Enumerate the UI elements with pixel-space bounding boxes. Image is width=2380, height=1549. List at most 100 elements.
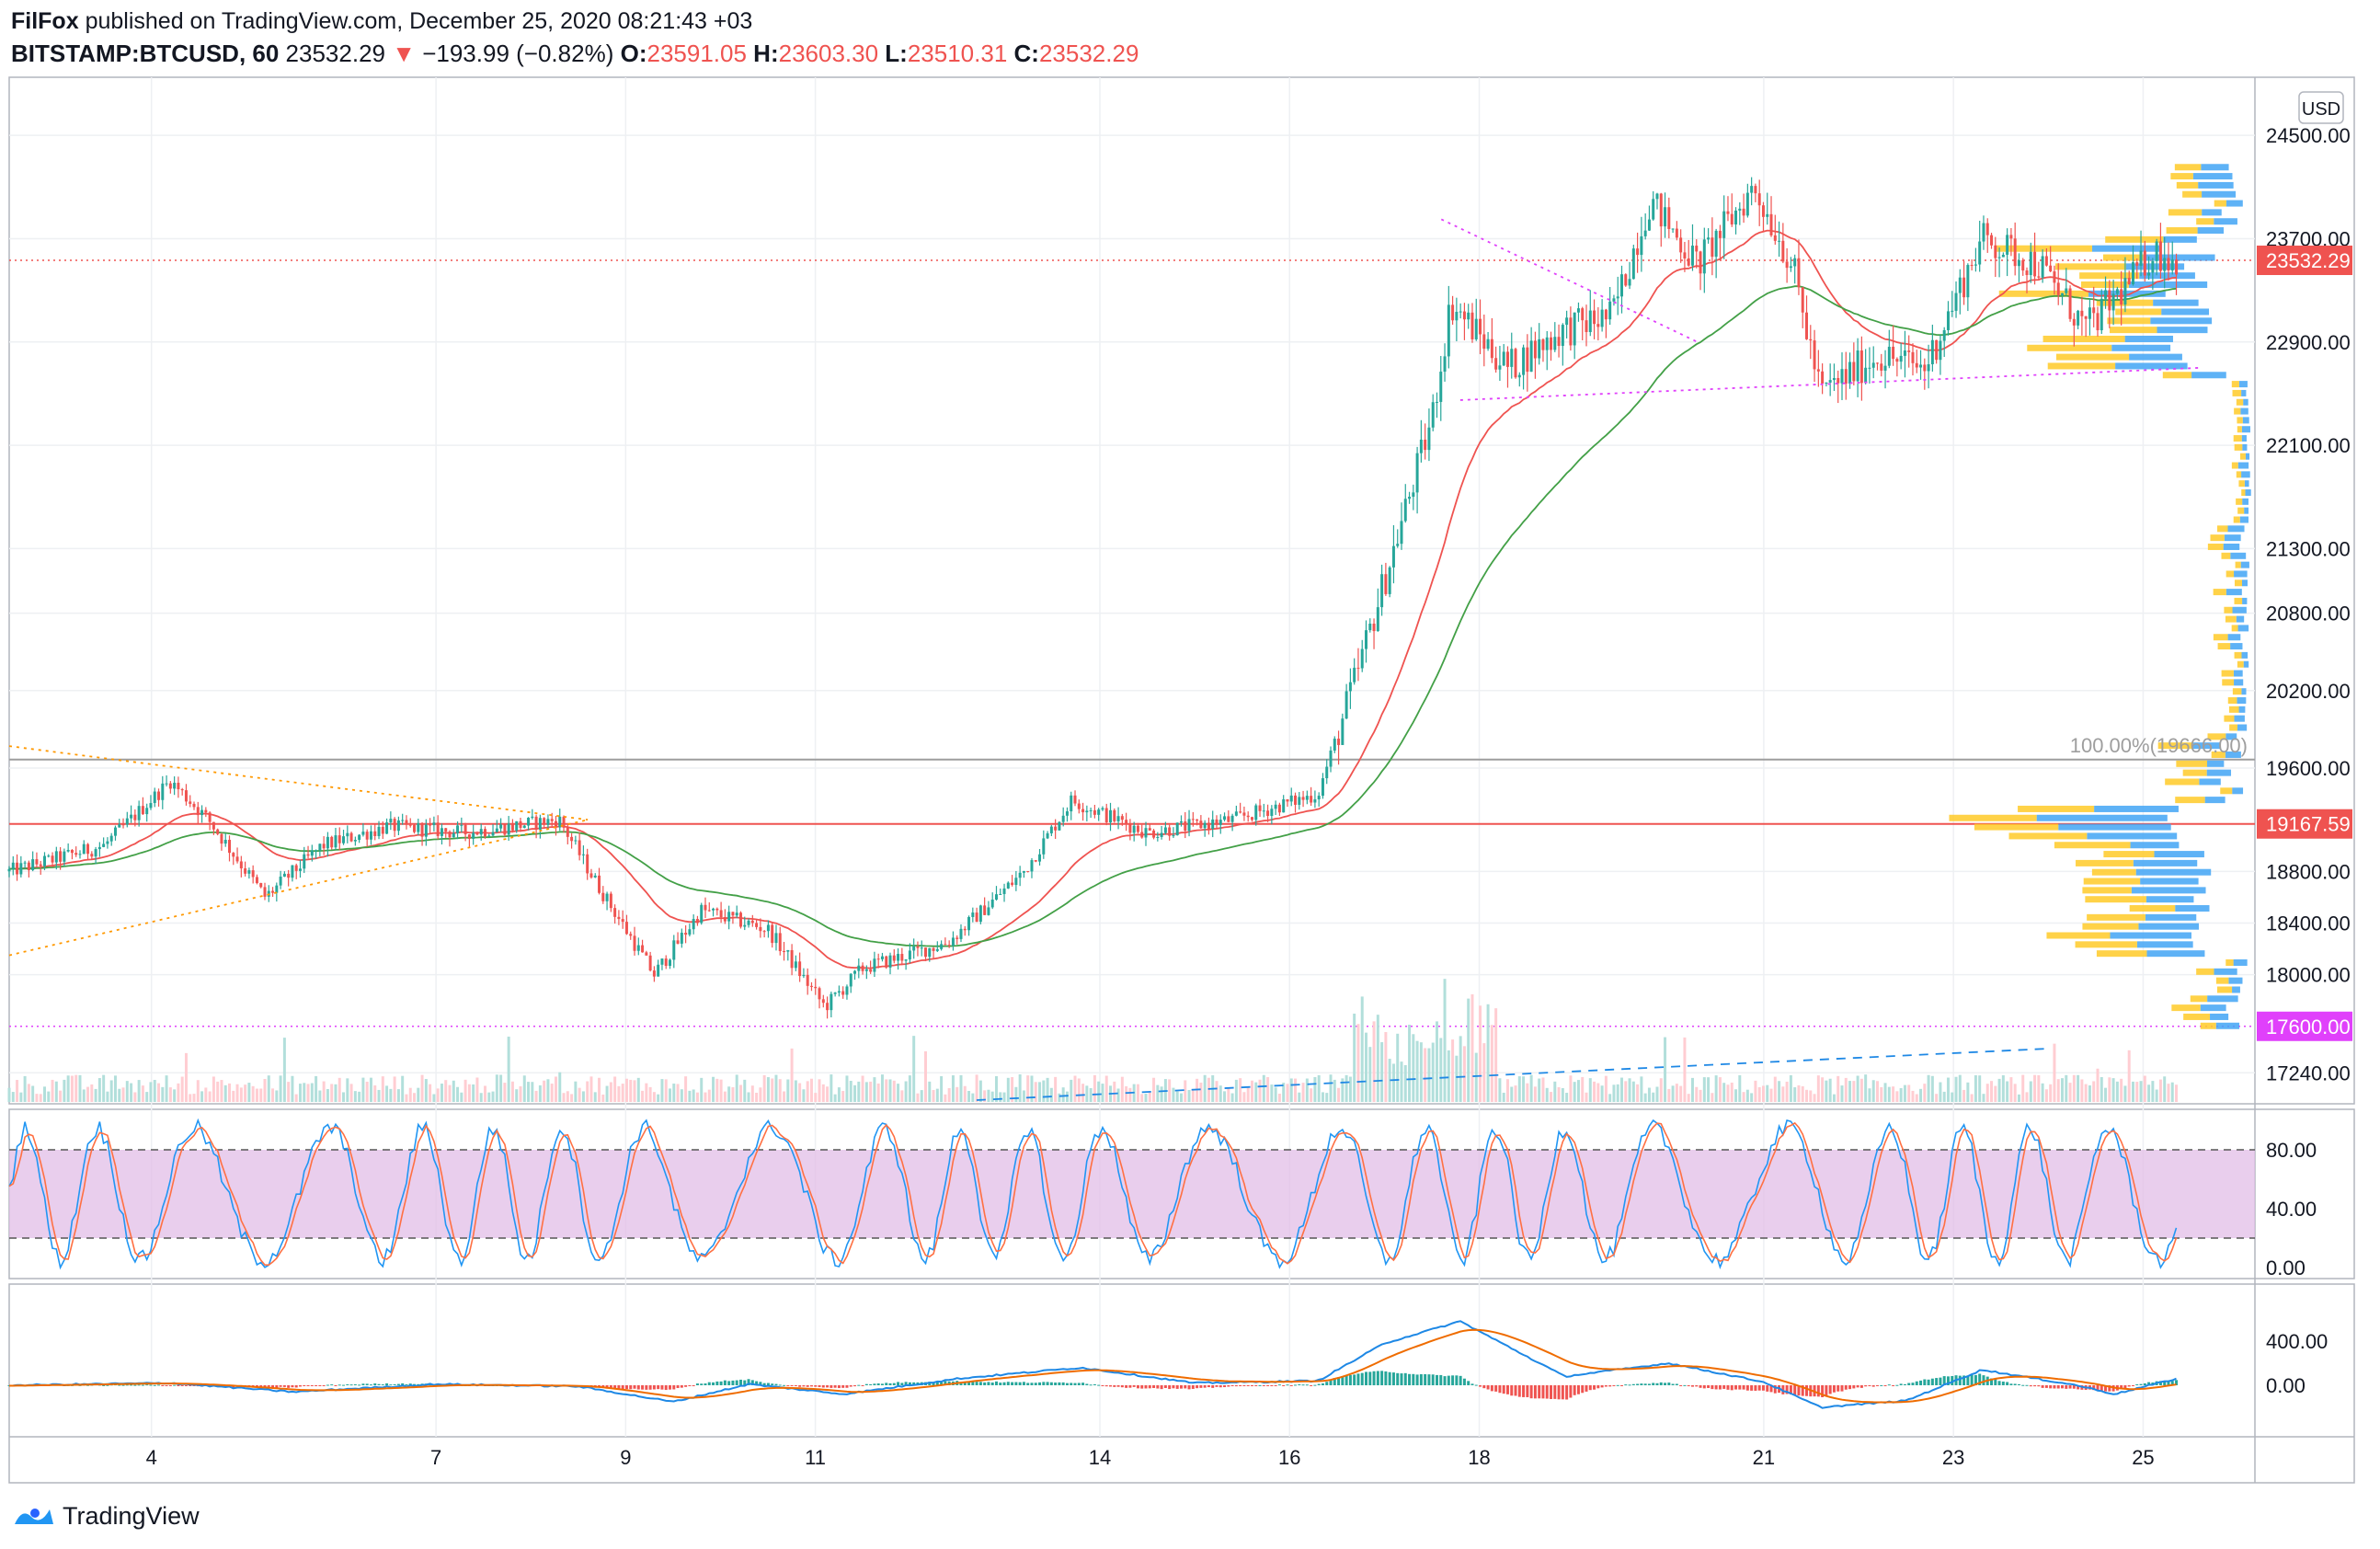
candle-body <box>1647 219 1651 231</box>
macd-histogram-bar <box>1628 1384 1631 1386</box>
volume-trendline[interactable] <box>976 1048 2049 1101</box>
volume-profile-bar <box>2196 968 2214 975</box>
volume-bar <box>484 1085 486 1102</box>
volume-bar <box>2155 1089 2158 1102</box>
candle-body <box>133 814 137 820</box>
candle-body <box>2092 307 2096 314</box>
price-tick-label: 20200.00 <box>2266 680 2351 703</box>
volume-profile-bar <box>1998 290 2088 297</box>
volume-bar <box>908 1075 911 1102</box>
candle-body <box>1160 832 1163 837</box>
volume-bar <box>1199 1082 1203 1102</box>
volume-bar <box>1168 1079 1172 1102</box>
macd-histogram-bar <box>641 1385 645 1390</box>
macd-histogram-bar <box>1557 1385 1561 1400</box>
candle-body <box>377 826 381 836</box>
macd-histogram-bar <box>1569 1385 1573 1398</box>
volume-profile-bar <box>2214 218 2237 225</box>
volume-bar <box>2175 1084 2179 1102</box>
volume-bar <box>1038 1082 1042 1102</box>
volume-profile-bar <box>2233 435 2242 442</box>
macd-histogram-bar <box>1097 1384 1101 1386</box>
tradingview-brand[interactable]: TradingView <box>63 1501 200 1530</box>
volume-bar <box>1006 1077 1010 1102</box>
candle-body <box>2033 251 2037 277</box>
macd-histogram-bar <box>830 1385 833 1388</box>
candle-body <box>275 885 279 893</box>
macd-histogram-bar <box>1266 1385 1270 1386</box>
macd-histogram-bar <box>1576 1385 1580 1394</box>
volume-profile-bar <box>2207 995 2238 1003</box>
volume-bar <box>1695 1086 1699 1102</box>
candle-body <box>1538 338 1541 359</box>
currency-badge[interactable] <box>2298 91 2344 124</box>
chart-header: FilFox published on TradingView.com, Dec… <box>11 6 2365 72</box>
macd-histogram-bar <box>1030 1383 1034 1385</box>
macd-histogram-bar <box>857 1384 861 1386</box>
macd-histogram-bar <box>1054 1383 1058 1385</box>
macd-histogram-bar <box>2065 1385 2068 1389</box>
candle-body <box>475 832 479 835</box>
candle-body <box>1270 809 1274 817</box>
symbol-line: BITSTAMP:BTCUSD, 60 23532.29 ▼ −193.99 (… <box>11 37 2365 70</box>
tradingview-logo-icon[interactable] <box>13 1502 55 1530</box>
candle-body <box>1156 836 1160 838</box>
trendline[interactable] <box>1440 218 1699 343</box>
candle-body <box>1116 816 1120 821</box>
macd-histogram-bar <box>790 1385 794 1386</box>
volume-bar <box>413 1093 417 1102</box>
volume-bar <box>440 1084 443 1102</box>
candle-body <box>704 904 707 911</box>
candle-body <box>2104 290 2108 299</box>
candle-body <box>826 1003 830 1011</box>
candle-body <box>924 947 927 958</box>
macd-histogram-bar <box>1065 1383 1069 1385</box>
volume-bar <box>287 1082 291 1102</box>
trendline[interactable] <box>8 819 589 957</box>
volume-profile-bar <box>2125 263 2185 270</box>
trendline[interactable] <box>1459 366 2201 401</box>
candle-body <box>137 806 141 820</box>
macd-histogram-bar <box>723 1380 727 1385</box>
symbol-label[interactable]: BITSTAMP:BTCUSD, 60 <box>11 40 280 67</box>
volume-bar <box>1262 1074 1265 1102</box>
candle-body <box>2013 238 2017 267</box>
macd-histogram-bar <box>291 1385 294 1388</box>
candle-body <box>1321 778 1324 797</box>
candle-body <box>1132 825 1136 833</box>
volume-bar <box>401 1075 405 1102</box>
volume-profile-bar <box>2242 579 2248 587</box>
macd-histogram-bar <box>1038 1382 1042 1385</box>
volume-bar <box>621 1084 624 1102</box>
candle-body <box>318 843 322 851</box>
volume-bar <box>1305 1078 1309 1102</box>
moving-average-red <box>8 229 2177 970</box>
candle-body <box>1250 817 1253 820</box>
candle-body <box>1801 287 1804 313</box>
candle-body <box>1954 293 1958 311</box>
volume-profile-bar <box>2055 353 2130 361</box>
volume-bar <box>479 1093 483 1102</box>
macd-histogram-bar <box>778 1384 782 1386</box>
volume-bar <box>731 1086 735 1102</box>
macd-histogram-bar <box>287 1385 291 1388</box>
close-label: C: <box>1013 40 1039 67</box>
macd-histogram-bar <box>762 1383 766 1385</box>
candle-body <box>1514 349 1517 378</box>
volume-bar <box>263 1078 267 1102</box>
volume-profile-bar <box>2226 589 2242 596</box>
candle-body <box>629 934 633 936</box>
candle-body <box>641 945 645 953</box>
macd-histogram-bar <box>613 1385 617 1390</box>
publisher-name[interactable]: FilFox <box>11 8 79 34</box>
volume-bar <box>1702 1077 1706 1102</box>
time-tick-label: 21 <box>1753 1446 1775 1469</box>
candle-body <box>613 908 617 917</box>
macd-histogram-bar <box>932 1382 935 1385</box>
volume-bar <box>1348 1076 1352 1102</box>
candle-body <box>920 947 923 949</box>
volume-bar <box>609 1082 612 1102</box>
volume-profile-bar <box>2231 625 2238 632</box>
trendline[interactable] <box>8 745 589 821</box>
